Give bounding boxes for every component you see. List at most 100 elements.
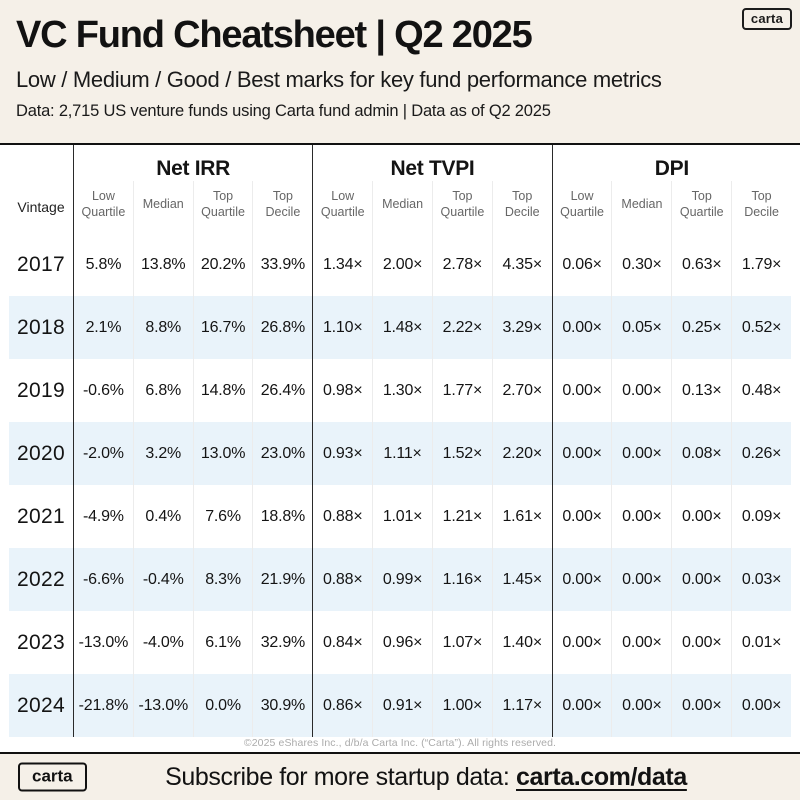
value-cell: 0.91×	[372, 674, 432, 737]
value-cell: 16.7%	[192, 296, 253, 359]
value-cell: 18.8%	[252, 485, 312, 548]
value-cell: 0.00×	[611, 548, 672, 611]
value-cell: 0.99×	[372, 548, 432, 611]
vintage-cell: 2024	[9, 674, 73, 737]
copyright-notice: ©2025 eShares Inc., d/b/a Carta Inc. (“C…	[243, 737, 557, 749]
value-cell: 1.77×	[431, 359, 492, 422]
value-cell: -0.4%	[132, 548, 193, 611]
group-header-net-tvpi: Net TVPI	[312, 145, 551, 181]
value-cell: 1.16×	[431, 548, 492, 611]
vintage-cell: 2023	[17, 630, 65, 654]
value-cell: 0.00×	[551, 359, 612, 422]
value-cell: 0.00×	[731, 674, 791, 737]
vintage-cell: 2020	[9, 422, 73, 485]
value-cell: 0.00×	[551, 485, 612, 548]
value-cell: 3.29×	[491, 296, 552, 359]
value-cell: 0.30×	[611, 233, 671, 296]
col-header: Low Quartile	[73, 181, 133, 233]
value-cell: 0.00×	[551, 296, 612, 359]
value-cell: 23.0%	[252, 422, 313, 485]
value-cell: 2.70×	[491, 359, 552, 422]
table-area: Net IRR Net TVPI DPI Vintage Low Quartil…	[0, 145, 800, 752]
value-cell: 6.8%	[132, 359, 193, 422]
value-cell: 30.9%	[252, 674, 313, 737]
value-cell: 1.17×	[491, 674, 552, 737]
value-cell: 0.00×	[551, 548, 612, 611]
value-cell: 0.25×	[671, 296, 732, 359]
vintage-cell: 2019	[17, 378, 65, 402]
vintage-cell: 2017	[17, 252, 65, 276]
col-header: Top Decile	[491, 181, 552, 233]
subscribe-link[interactable]: carta.com/data	[516, 762, 687, 791]
vintage-cell: 2021	[17, 504, 65, 528]
value-cell: 1.11×	[372, 422, 432, 485]
value-cell: 2.22×	[431, 296, 492, 359]
value-cell: 1.40×	[491, 611, 552, 674]
col-header: Top Decile	[252, 181, 312, 233]
page-title: VC Fund Cheatsheet | Q2 2025	[16, 14, 533, 56]
value-cell: 1.45×	[491, 548, 552, 611]
col-header: Median	[611, 181, 671, 233]
value-cell: 0.4%	[132, 485, 193, 548]
col-header: Low Quartile	[551, 181, 612, 233]
value-cell: -2.0%	[73, 422, 133, 485]
subscribe-message: Subscribe for more startup data: carta.c…	[165, 763, 687, 792]
value-cell: 1.10×	[312, 296, 373, 359]
value-cell: 0.13×	[671, 359, 731, 422]
value-cell: 1.00×	[431, 674, 492, 737]
table-corner-spacer	[9, 145, 73, 181]
value-cell: 3.2%	[132, 422, 193, 485]
value-cell: 0.00×	[611, 359, 671, 422]
value-cell: 20.2%	[192, 233, 253, 296]
group-header-dpi: DPI	[551, 145, 791, 181]
value-cell: 0.00×	[671, 674, 732, 737]
value-cell: 0.86×	[312, 674, 373, 737]
value-cell: 0.98×	[312, 359, 372, 422]
col-header: Median	[372, 181, 432, 233]
value-cell: 1.61×	[491, 485, 552, 548]
header-divider	[0, 143, 800, 145]
value-cell: 0.63×	[671, 233, 731, 296]
value-cell: 7.6%	[192, 485, 253, 548]
value-cell: -4.0%	[132, 611, 193, 674]
value-cell: 0.88×	[312, 485, 372, 548]
value-cell: 0.01×	[731, 611, 791, 674]
subscribe-text: Subscribe for more startup data:	[165, 762, 516, 791]
value-cell: -0.6%	[73, 359, 133, 422]
value-cell: 0.88×	[312, 548, 373, 611]
value-cell: 0.05×	[611, 296, 672, 359]
value-cell: 0.00×	[671, 611, 731, 674]
value-cell: 1.21×	[431, 485, 492, 548]
value-cell: 0.03×	[731, 548, 791, 611]
value-cell: 0.48×	[731, 359, 791, 422]
value-cell: 0.00×	[611, 674, 672, 737]
value-cell: -13.0%	[73, 611, 133, 674]
col-header: Low Quartile	[312, 181, 372, 233]
value-cell: 0.93×	[312, 422, 373, 485]
value-cell: 0.00×	[611, 485, 671, 548]
value-cell: 0.00×	[551, 611, 612, 674]
value-cell: 0.0%	[192, 674, 253, 737]
value-cell: 1.79×	[731, 233, 791, 296]
carta-logo-badge: carta	[741, 8, 792, 30]
value-cell: 1.52×	[431, 422, 492, 485]
value-cell: -4.9%	[73, 485, 133, 548]
value-cell: 1.01×	[372, 485, 432, 548]
value-cell: 6.1%	[192, 611, 253, 674]
value-cell: 2.00×	[372, 233, 432, 296]
group-header-net-irr: Net IRR	[73, 145, 312, 181]
value-cell: 8.8%	[132, 296, 193, 359]
value-cell: 0.84×	[312, 611, 372, 674]
value-cell: 1.30×	[372, 359, 432, 422]
vintage-cell: 2022	[9, 548, 73, 611]
value-cell: 0.00×	[671, 548, 732, 611]
col-header: Top Quartile	[671, 181, 731, 233]
value-cell: 0.00×	[671, 485, 731, 548]
value-cell: 5.8%	[73, 233, 133, 296]
vintage-column-header: Vintage	[17, 199, 65, 215]
value-cell: 0.52×	[731, 296, 791, 359]
value-cell: 14.8%	[192, 359, 253, 422]
value-cell: 0.00×	[611, 611, 671, 674]
value-cell: -21.8%	[73, 674, 133, 737]
value-cell: 1.07×	[431, 611, 492, 674]
